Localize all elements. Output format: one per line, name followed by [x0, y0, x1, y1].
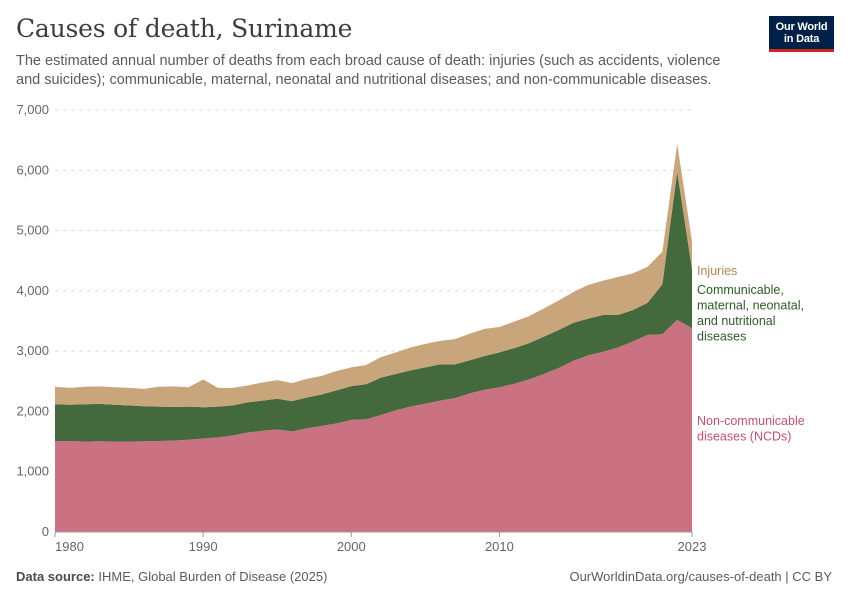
chart-title: Causes of death, Suriname	[16, 14, 353, 43]
y-tick-label: 2,000	[16, 403, 49, 418]
y-tick-label: 5,000	[16, 223, 49, 238]
y-tick-label: 6,000	[16, 162, 49, 177]
series-label-line: Injuries	[697, 264, 737, 278]
series-label-layer: Non-communicable diseases (NCDs) Communica…	[697, 264, 805, 444]
series-label-line: Non-communicable	[697, 414, 805, 428]
series-label-0: Non-communicable diseases (NCDs)	[697, 414, 805, 444]
series-label-line: diseases	[697, 330, 746, 344]
chart-subtitle: The estimated annual number of deaths fr…	[16, 53, 721, 88]
x-tick-label: 1980	[55, 539, 84, 554]
series-label-line: diseases (NCDs)	[697, 430, 791, 444]
axis-layer: 0 1,000 2,000 3,000 4,000 5,000 6,000 7,000 1980…	[16, 102, 706, 554]
owid-logo[interactable]: Our World in Data	[769, 16, 834, 52]
area-series-0	[55, 319, 692, 532]
series-label-line: Communicable,	[697, 283, 784, 297]
area-series-2	[55, 143, 692, 408]
series-label-2: Injuries	[697, 264, 737, 278]
logo-line-2: in Data	[783, 33, 820, 45]
logo-line-1: Our World	[775, 21, 828, 33]
source-url[interactable]: OurWorldinData.org/causes-of-death | CC …	[569, 569, 832, 584]
data-source: Data source: IHME, Global Burden of Dise…	[16, 569, 327, 584]
x-tick-label: 2000	[337, 539, 366, 554]
series-label-line: maternal, neonatal,	[697, 299, 804, 313]
x-tick-label: 2010	[485, 539, 514, 554]
data-source-label: Data source:	[16, 569, 95, 584]
y-tick-label: 0	[42, 524, 49, 539]
y-tick-label: 1,000	[16, 464, 49, 479]
series-label-1: Communicable, maternal, neonatal,and nutr…	[697, 283, 804, 344]
x-tick-label: 1990	[189, 539, 218, 554]
area-layer	[55, 143, 692, 532]
series-label-line: and nutritional	[697, 314, 776, 328]
y-tick-label: 3,000	[16, 343, 49, 358]
data-source-text: IHME, Global Burden of Disease (2025)	[98, 569, 328, 584]
area-series-1	[55, 172, 692, 442]
y-tick-label: 7,000	[16, 102, 49, 117]
y-tick-label: 4,000	[16, 283, 49, 298]
x-tick-label: 2023	[678, 539, 707, 554]
